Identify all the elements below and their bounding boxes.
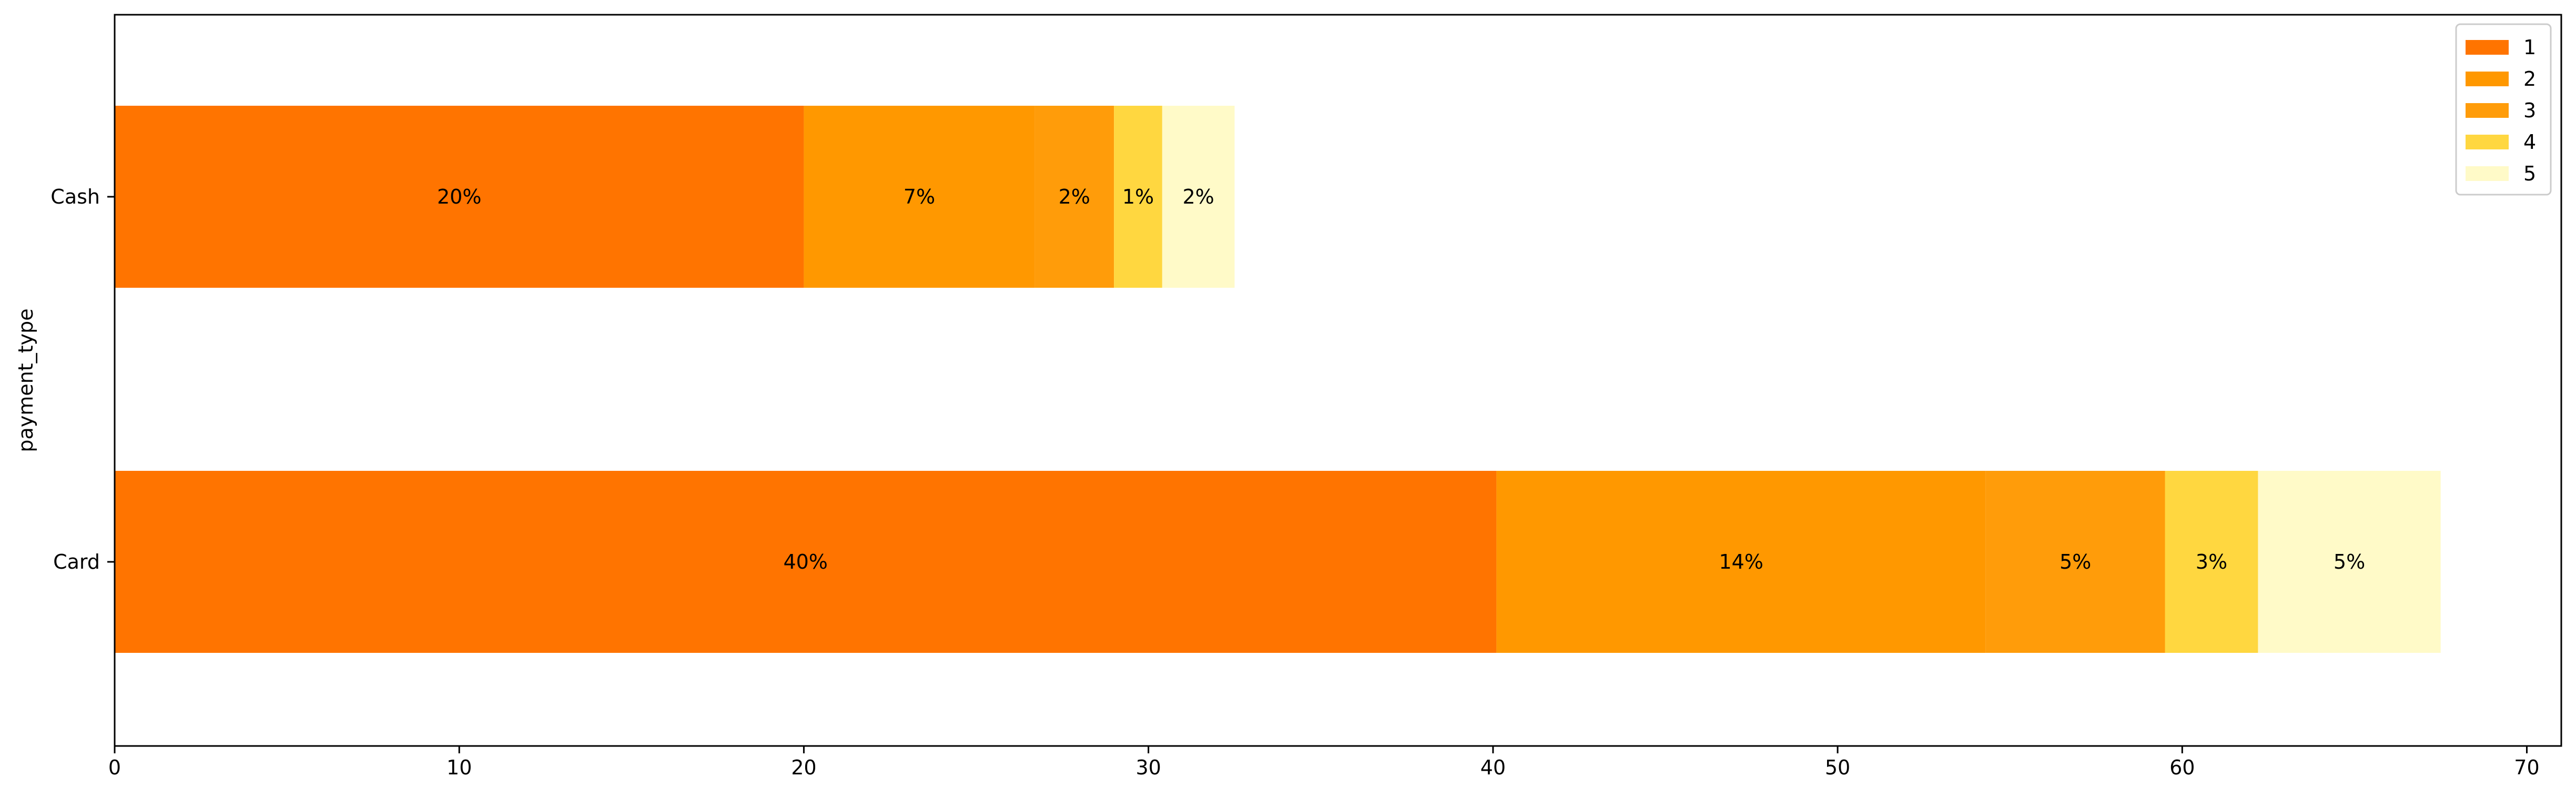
bar-segment bbox=[1985, 471, 2165, 653]
x-tick-label: 0 bbox=[108, 756, 121, 779]
legend: 1 2 3 4 5 bbox=[2455, 23, 2552, 196]
legend-label: 5 bbox=[2523, 162, 2536, 185]
ticks-layer: 0 10 20 30 40 50 60 70 Card Cash bbox=[50, 185, 2539, 779]
legend-swatch bbox=[2466, 103, 2509, 118]
bars-layer bbox=[115, 106, 2441, 653]
bar-segment bbox=[2165, 471, 2258, 653]
bar-segment bbox=[804, 106, 1035, 288]
bar-data-label: 7% bbox=[904, 185, 935, 208]
bar-data-label: 20% bbox=[437, 185, 481, 208]
y-tick-label: Card bbox=[53, 550, 100, 573]
x-tick-label: 20 bbox=[791, 756, 816, 779]
legend-label: 3 bbox=[2523, 99, 2536, 122]
bar-data-label: 40% bbox=[783, 550, 827, 573]
bar-segment bbox=[115, 106, 804, 288]
bar-data-label: 2% bbox=[1182, 185, 1214, 208]
y-tick-label: Cash bbox=[50, 185, 100, 208]
legend-swatch bbox=[2466, 135, 2509, 149]
bar-data-label: 2% bbox=[1059, 185, 1090, 208]
bar-labels-layer: 40% 14% 5% 3% 5% 20% 7% 2% 1% 2% bbox=[437, 185, 2365, 573]
bar-segment bbox=[1162, 106, 1235, 288]
x-tick-label: 40 bbox=[1480, 756, 1506, 779]
bar-segment bbox=[1114, 106, 1162, 288]
legend-swatch bbox=[2466, 166, 2509, 181]
x-tick-label: 10 bbox=[447, 756, 472, 779]
bar-segment bbox=[115, 471, 1497, 653]
bar-data-label: 5% bbox=[2334, 550, 2365, 573]
bar-data-label: 3% bbox=[2196, 550, 2227, 573]
bar-segment bbox=[1496, 471, 1986, 653]
x-tick-label: 50 bbox=[1825, 756, 1850, 779]
legend-label: 2 bbox=[2523, 67, 2536, 90]
bar-segment bbox=[1035, 106, 1114, 288]
x-tick-label: 30 bbox=[1135, 756, 1161, 779]
bar-data-label: 14% bbox=[1719, 550, 1763, 573]
bar-segment bbox=[2258, 471, 2441, 653]
legend-label: 1 bbox=[2523, 36, 2536, 59]
x-tick-label: 70 bbox=[2514, 756, 2539, 779]
legend-label: 4 bbox=[2523, 130, 2536, 154]
legend-swatch bbox=[2466, 72, 2509, 86]
axes-frame bbox=[114, 14, 2562, 747]
bar-data-label: 5% bbox=[2060, 550, 2091, 573]
bar-data-label: 1% bbox=[1122, 185, 1154, 208]
legend-swatch bbox=[2466, 40, 2509, 55]
x-tick-label: 60 bbox=[2169, 756, 2195, 779]
y-axis-label: payment_type bbox=[14, 308, 37, 452]
